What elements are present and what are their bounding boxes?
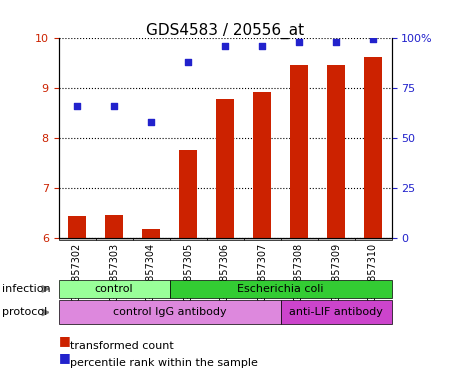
Bar <box>253 92 271 238</box>
Text: GDS4583 / 20556_at: GDS4583 / 20556_at <box>146 23 304 39</box>
Point <box>369 36 377 43</box>
Point <box>73 103 81 109</box>
Bar <box>179 150 197 238</box>
Bar <box>105 215 123 238</box>
Bar <box>290 65 308 238</box>
Point <box>110 103 117 109</box>
Bar <box>132 238 170 240</box>
Bar <box>364 57 382 238</box>
Bar <box>170 238 207 240</box>
Text: percentile rank within the sample: percentile rank within the sample <box>70 358 257 368</box>
Text: infection: infection <box>2 284 51 294</box>
Text: control IgG antibody: control IgG antibody <box>112 307 226 318</box>
Bar <box>58 238 95 240</box>
Bar <box>95 238 132 240</box>
Bar <box>68 216 86 238</box>
Text: Escherichia coli: Escherichia coli <box>237 284 324 294</box>
Bar <box>243 238 280 240</box>
Text: transformed count: transformed count <box>70 341 174 351</box>
Text: ■: ■ <box>58 334 70 347</box>
Bar <box>355 238 392 240</box>
Bar <box>318 238 355 240</box>
Point <box>295 39 302 45</box>
Bar <box>142 229 160 238</box>
Point <box>221 43 229 50</box>
Point <box>148 119 155 125</box>
Text: anti-LIF antibody: anti-LIF antibody <box>289 307 383 318</box>
Text: ■: ■ <box>58 351 70 364</box>
Bar <box>280 238 318 240</box>
Point <box>184 59 192 65</box>
Bar <box>327 65 345 238</box>
Bar <box>207 238 243 240</box>
Point <box>258 43 265 50</box>
Text: protocol: protocol <box>2 307 48 318</box>
Bar <box>216 99 234 238</box>
Point <box>333 39 340 45</box>
Text: control: control <box>94 284 133 294</box>
